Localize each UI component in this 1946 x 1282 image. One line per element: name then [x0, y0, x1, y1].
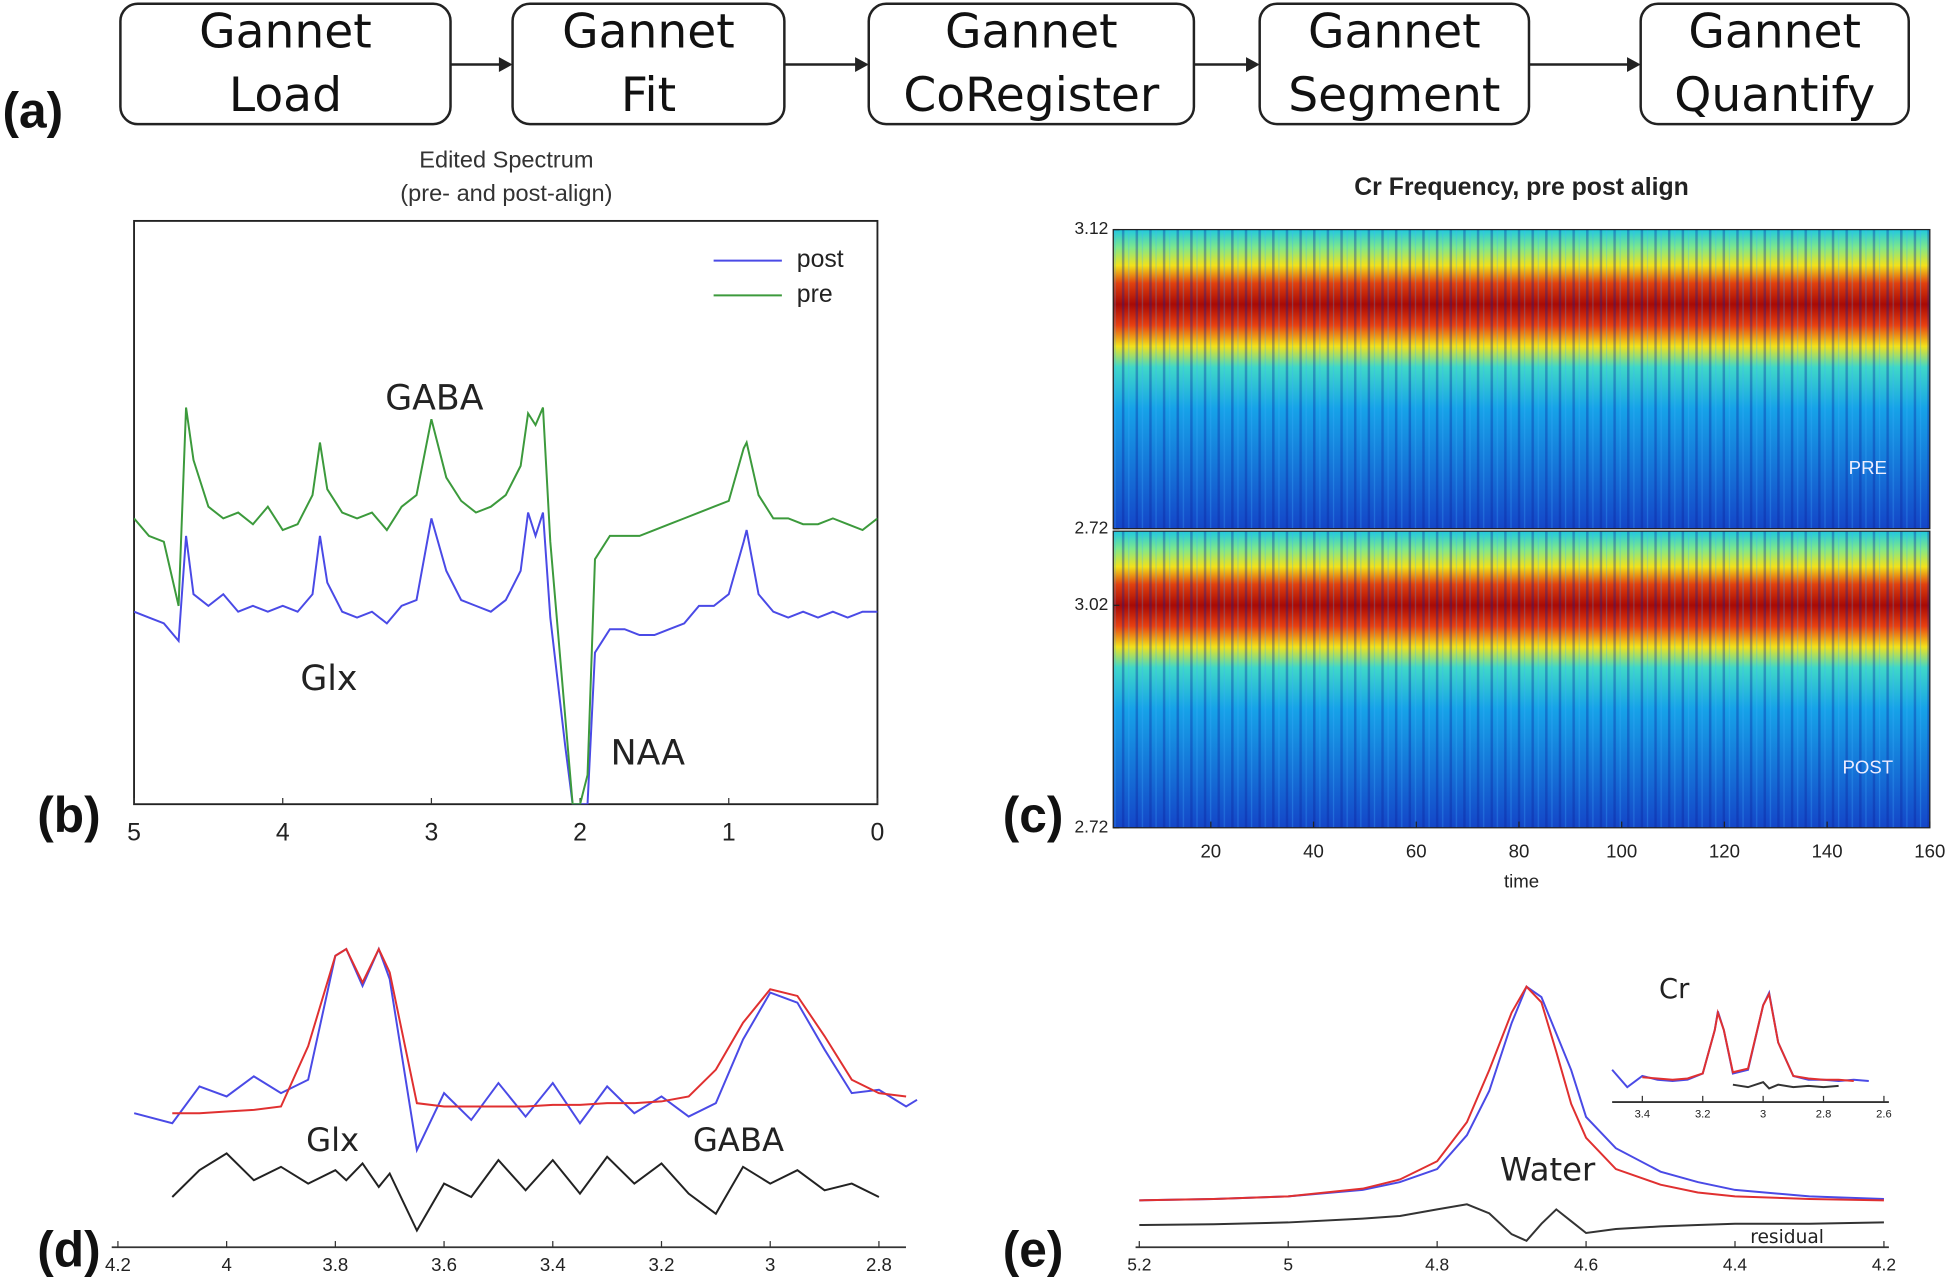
y-tick-label: 3.02	[1074, 594, 1108, 614]
flow-text: Load	[229, 68, 342, 123]
chart-subtitle: (pre- and post-align)	[400, 180, 612, 206]
series-line	[1139, 984, 1884, 1202]
x-tick-label: 100	[1606, 841, 1637, 862]
flow-text: Gannet	[1688, 5, 1861, 60]
x-tick-label: 120	[1709, 841, 1740, 862]
panel-label: (d)	[37, 1222, 100, 1278]
panel-label: (a)	[3, 82, 64, 138]
series-line	[134, 407, 878, 805]
x-tick-label: 2.6	[1876, 1108, 1892, 1120]
x-tick-label: 4	[221, 1254, 231, 1275]
flow-text: Gannet	[1308, 5, 1481, 60]
x-tick-label: 60	[1406, 841, 1427, 862]
series-line	[134, 512, 878, 805]
series-line	[172, 946, 907, 1115]
legend-label: post	[797, 246, 844, 273]
y-tick-label: 2.72	[1074, 816, 1108, 836]
series-line	[1732, 1081, 1839, 1090]
flow-text: Gannet	[562, 5, 735, 60]
flow-text: Gannet	[199, 5, 372, 60]
x-tick-label: 4.4	[1723, 1254, 1747, 1274]
x-tick-label: 3	[765, 1254, 775, 1275]
panel-label: (e)	[1003, 1222, 1064, 1278]
x-tick-label: 5	[1283, 1254, 1293, 1274]
x-tick-label: 2	[573, 820, 587, 847]
panel-tag: POST	[1842, 756, 1893, 777]
x-tick-label: 4.2	[105, 1254, 131, 1275]
x-tick-label: 5	[127, 820, 141, 847]
x-tick-label: 3.4	[540, 1254, 566, 1275]
annotation: Cr	[1659, 974, 1690, 1005]
chart-title: Cr Frequency, pre post align	[1354, 174, 1689, 201]
annotation: Water	[1500, 1151, 1596, 1189]
x-tick-label: 3	[425, 820, 439, 847]
flow-text: Fit	[621, 68, 676, 123]
x-tick-label: 4.6	[1574, 1254, 1598, 1274]
plot-frame	[1112, 530, 1931, 829]
chart-title: Edited Spectrum	[419, 147, 593, 173]
annotation: Glx	[300, 659, 357, 699]
plot-frame	[133, 219, 879, 806]
x-tick-label: 2.8	[1816, 1108, 1832, 1120]
flow-text: Quantify	[1674, 68, 1875, 123]
x-tick-label: 160	[1914, 841, 1945, 862]
x-tick-label: 0	[871, 820, 885, 847]
panel-label: (b)	[37, 787, 100, 843]
x-tick-label: 140	[1812, 841, 1843, 862]
flow-arrowhead	[1246, 57, 1260, 72]
series-line	[1139, 985, 1884, 1202]
y-tick-label: 3.12	[1074, 218, 1108, 238]
x-tick-label: 3.2	[649, 1254, 675, 1275]
heatmap-texture	[1113, 229, 1930, 529]
flow-arrowhead	[855, 57, 869, 72]
annotation: GABA	[693, 1121, 784, 1159]
x-tick-label: 3.8	[322, 1254, 348, 1275]
x-tick-label: 3.4	[1635, 1108, 1651, 1120]
annotation: residual	[1750, 1227, 1824, 1248]
x-tick-label: 4	[276, 820, 290, 847]
heatmap-texture	[1113, 531, 1930, 828]
series-line	[133, 946, 918, 1154]
series-line	[1139, 1203, 1884, 1243]
x-tick-label: 4.8	[1425, 1254, 1449, 1274]
panel-label: (c)	[1003, 787, 1064, 843]
x-tick-label: 1	[722, 820, 736, 847]
x-tick-label: 3.6	[431, 1254, 457, 1275]
x-tick-label: 3.2	[1695, 1108, 1711, 1120]
flow-arrowhead	[498, 57, 513, 72]
series-line	[1611, 989, 1869, 1089]
panel-tag: PRE	[1849, 457, 1887, 478]
x-tick-label: 40	[1303, 841, 1324, 862]
x-tick-label: 2.8	[866, 1254, 892, 1275]
annotation: GABA	[385, 379, 484, 419]
annotation: NAA	[611, 734, 686, 774]
plot-frame	[1112, 228, 1931, 530]
legend-label: pre	[797, 281, 833, 308]
x-tick-label: 4.2	[1872, 1254, 1896, 1274]
annotation: Glx	[306, 1121, 359, 1159]
flow-text: Segment	[1288, 68, 1500, 123]
flow-box	[1639, 2, 1910, 126]
x-tick-label: 3	[1760, 1108, 1766, 1120]
y-tick-label: 2.72	[1074, 517, 1108, 537]
series-line	[1642, 991, 1854, 1082]
x-tick-label: 80	[1509, 841, 1530, 862]
x-tick-label: 20	[1200, 841, 1221, 862]
x-tick-label: 5.2	[1127, 1254, 1151, 1274]
flow-text: Gannet	[945, 5, 1118, 60]
x-axis-label: time	[1504, 870, 1539, 891]
flow-arrowhead	[1627, 57, 1641, 72]
flow-text: CoRegister	[903, 68, 1159, 123]
series-line	[171, 1152, 880, 1233]
